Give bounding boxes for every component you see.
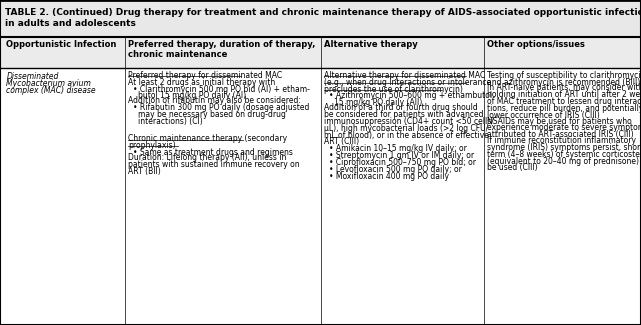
Text: lower occurrence of IRIS (CIII): lower occurrence of IRIS (CIII) <box>487 111 600 120</box>
Text: Preferred therapy for disseminated MAC: Preferred therapy for disseminated MAC <box>128 71 282 80</box>
Text: • Amikacin 10–15 mg/kg IV daily; or: • Amikacin 10–15 mg/kg IV daily; or <box>329 144 467 153</box>
Text: mL of blood), or in the absence of effective: mL of blood), or in the absence of effec… <box>324 131 488 139</box>
Text: (e.g., when drug interactions or intolerance: (e.g., when drug interactions or intoler… <box>324 78 491 87</box>
Text: term (4–8 weeks) of systemic corticosteroid: term (4–8 weeks) of systemic corticoster… <box>487 150 641 159</box>
Text: • Streptomycin 1 gm IV or IM daily; or: • Streptomycin 1 gm IV or IM daily; or <box>329 151 474 160</box>
Bar <box>0 37 641 68</box>
Bar <box>0 0 641 37</box>
Text: experience moderate to severe symptoms: experience moderate to severe symptoms <box>487 124 641 132</box>
Text: tions, reduce pill burden, and potentially: tions, reduce pill burden, and potential… <box>487 104 641 113</box>
Text: • Clarithromycin 500 mg PO bid (AI) + etham-: • Clarithromycin 500 mg PO bid (AI) + et… <box>133 84 310 94</box>
Text: • Levofloxacin 500 mg PO daily; or: • Levofloxacin 500 mg PO daily; or <box>329 165 462 174</box>
Text: Addition of rifabutin may also be considered:: Addition of rifabutin may also be consid… <box>128 97 301 105</box>
Text: Testing of susceptibility to clarithromycin: Testing of susceptibility to clarithromy… <box>487 71 641 80</box>
Text: be used (CIII): be used (CIII) <box>487 163 538 172</box>
Text: Chronic maintenance therapy (secondary: Chronic maintenance therapy (secondary <box>128 134 287 143</box>
Text: ART (CIII): ART (CIII) <box>324 137 359 146</box>
Text: Disseminated: Disseminated <box>6 72 59 81</box>
Text: • Rifabutin 300 mg PO daily (dosage adjusted: • Rifabutin 300 mg PO daily (dosage adju… <box>133 103 310 112</box>
Text: Opportunistic Infection: Opportunistic Infection <box>6 40 117 49</box>
Text: holding initiation of ART until after 2 weeks: holding initiation of ART until after 2 … <box>487 90 641 99</box>
Text: prophylaxis): prophylaxis) <box>128 141 176 150</box>
Text: Mycobacterium avium: Mycobacterium avium <box>6 79 91 88</box>
Text: syndrome (IRIS) symptoms persist, short: syndrome (IRIS) symptoms persist, short <box>487 143 641 152</box>
Text: Preferred therapy, duration of therapy,
chronic maintenance: Preferred therapy, duration of therapy, … <box>128 40 315 59</box>
Text: butol 15 mg/kg PO daily (AI): butol 15 mg/kg PO daily (AI) <box>138 91 247 100</box>
Text: may be necessary based on drug-drug: may be necessary based on drug-drug <box>138 110 287 119</box>
Text: Alternative therapy: Alternative therapy <box>324 40 417 49</box>
Text: TABLE 2. (Continued) Drug therapy for treatment and chronic maintenance therapy : TABLE 2. (Continued) Drug therapy for tr… <box>5 8 641 28</box>
Text: At least 2 drugs as initial therapy with: At least 2 drugs as initial therapy with <box>128 78 276 87</box>
Text: • Moxifloxacin 400 mg PO daily: • Moxifloxacin 400 mg PO daily <box>329 172 449 180</box>
Text: of MAC treatment to lessen drug interac-: of MAC treatment to lessen drug interac- <box>487 97 641 106</box>
Text: If immune reconstitution inflammatory: If immune reconstitution inflammatory <box>487 136 636 145</box>
Text: and azithromycin is recommended (BIII): and azithromycin is recommended (BIII) <box>487 78 640 87</box>
Text: • Ciprofloxacin 500–750 mg PO bid; or: • Ciprofloxacin 500–750 mg PO bid; or <box>329 158 476 167</box>
Text: Addition of a third or fourth drug should: Addition of a third or fourth drug shoul… <box>324 103 478 112</box>
Text: patients with sustained immune recovery on: patients with sustained immune recovery … <box>128 160 300 169</box>
Text: NSAIDs may be used for patients who: NSAIDs may be used for patients who <box>487 117 632 125</box>
Text: Other options/issues: Other options/issues <box>487 40 585 49</box>
Text: (equivalent to 20–40 mg of prednisone) can: (equivalent to 20–40 mg of prednisone) c… <box>487 157 641 165</box>
Text: μL), high mycobacterial loads (>2 log CFU/: μL), high mycobacterial loads (>2 log CF… <box>324 124 488 133</box>
Text: precludes the use of clarithromycin): precludes the use of clarithromycin) <box>324 84 463 94</box>
Text: be considered for patients with advanced: be considered for patients with advanced <box>324 110 483 119</box>
Text: interactions) (CI): interactions) (CI) <box>138 117 203 126</box>
Text: ART (BII): ART (BII) <box>128 167 161 176</box>
Text: 15 mg/kg PO daily (AII): 15 mg/kg PO daily (AII) <box>334 98 422 107</box>
Text: • Azithromycin 500–600 mg + ethambutol: • Azithromycin 500–600 mg + ethambutol <box>329 91 492 100</box>
Text: attributed to ART-associated IRIS (CIII): attributed to ART-associated IRIS (CIII) <box>487 130 634 139</box>
Text: Alternative therapy for disseminated MAC: Alternative therapy for disseminated MAC <box>324 71 485 80</box>
Text: In ART-naive patients, may consider with-: In ART-naive patients, may consider with… <box>487 84 641 93</box>
Text: • Same as treatment drugs and regimens: • Same as treatment drugs and regimens <box>133 148 293 157</box>
Text: complex (MAC) disease: complex (MAC) disease <box>6 86 96 95</box>
Text: Duration: Lifelong therapy (AII), unless in: Duration: Lifelong therapy (AII), unless… <box>128 153 287 162</box>
Text: immunosuppression (CD4+ count <50 cells/: immunosuppression (CD4+ count <50 cells/ <box>324 117 494 126</box>
